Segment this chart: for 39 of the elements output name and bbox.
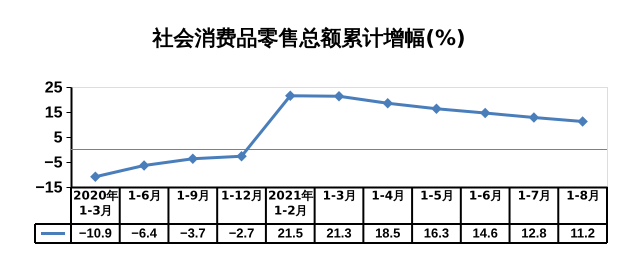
x-tick-label: 1-6月 bbox=[128, 188, 162, 202]
x-tick-label: 2020年 1-3月 bbox=[73, 188, 119, 218]
y-tick-label: 5 bbox=[54, 130, 63, 146]
y-tick-label: 25 bbox=[44, 80, 63, 96]
data-label: 11.2 bbox=[570, 226, 595, 240]
data-label: 14.6 bbox=[472, 226, 498, 240]
data-label: −2.7 bbox=[228, 226, 254, 240]
x-tick-label: 1-3月 bbox=[322, 188, 356, 202]
point bbox=[138, 160, 150, 171]
data-label: 21.5 bbox=[278, 226, 303, 240]
point bbox=[334, 91, 344, 102]
point bbox=[90, 172, 101, 182]
x-tick-label: 1-6月 bbox=[468, 188, 503, 202]
point bbox=[577, 116, 588, 127]
point bbox=[382, 98, 393, 108]
data-label: 12.8 bbox=[521, 226, 547, 240]
x-tick-label: 1-8月 bbox=[566, 188, 600, 202]
point bbox=[285, 90, 296, 101]
x-tick-label: 1-7月 bbox=[518, 188, 552, 202]
y-tick-label: −15 bbox=[35, 180, 63, 196]
data-label: 16.3 bbox=[424, 226, 450, 240]
chart-title: 社会消费品零售总额累计增幅(%) bbox=[151, 26, 466, 50]
point bbox=[431, 104, 442, 114]
y-tick-label: 15 bbox=[44, 104, 63, 122]
x-tick-label: 1-12月 bbox=[221, 188, 264, 202]
point bbox=[480, 108, 490, 118]
data-label: −3.7 bbox=[180, 226, 206, 240]
x-tick-label: 2021年 1-2月 bbox=[268, 188, 314, 218]
point bbox=[188, 154, 198, 164]
data-label: −10.9 bbox=[78, 226, 112, 240]
data-label: −6.4 bbox=[131, 226, 158, 240]
point bbox=[236, 151, 247, 162]
x-tick-label: 1-4月 bbox=[371, 188, 406, 202]
x-tick-label: 1-5月 bbox=[420, 188, 454, 202]
point bbox=[528, 112, 540, 123]
data-label: 21.3 bbox=[326, 226, 352, 240]
y-tick-label: −5 bbox=[44, 154, 63, 172]
data-label: 18.5 bbox=[375, 226, 400, 240]
x-tick-label: 1-9月 bbox=[176, 188, 210, 202]
